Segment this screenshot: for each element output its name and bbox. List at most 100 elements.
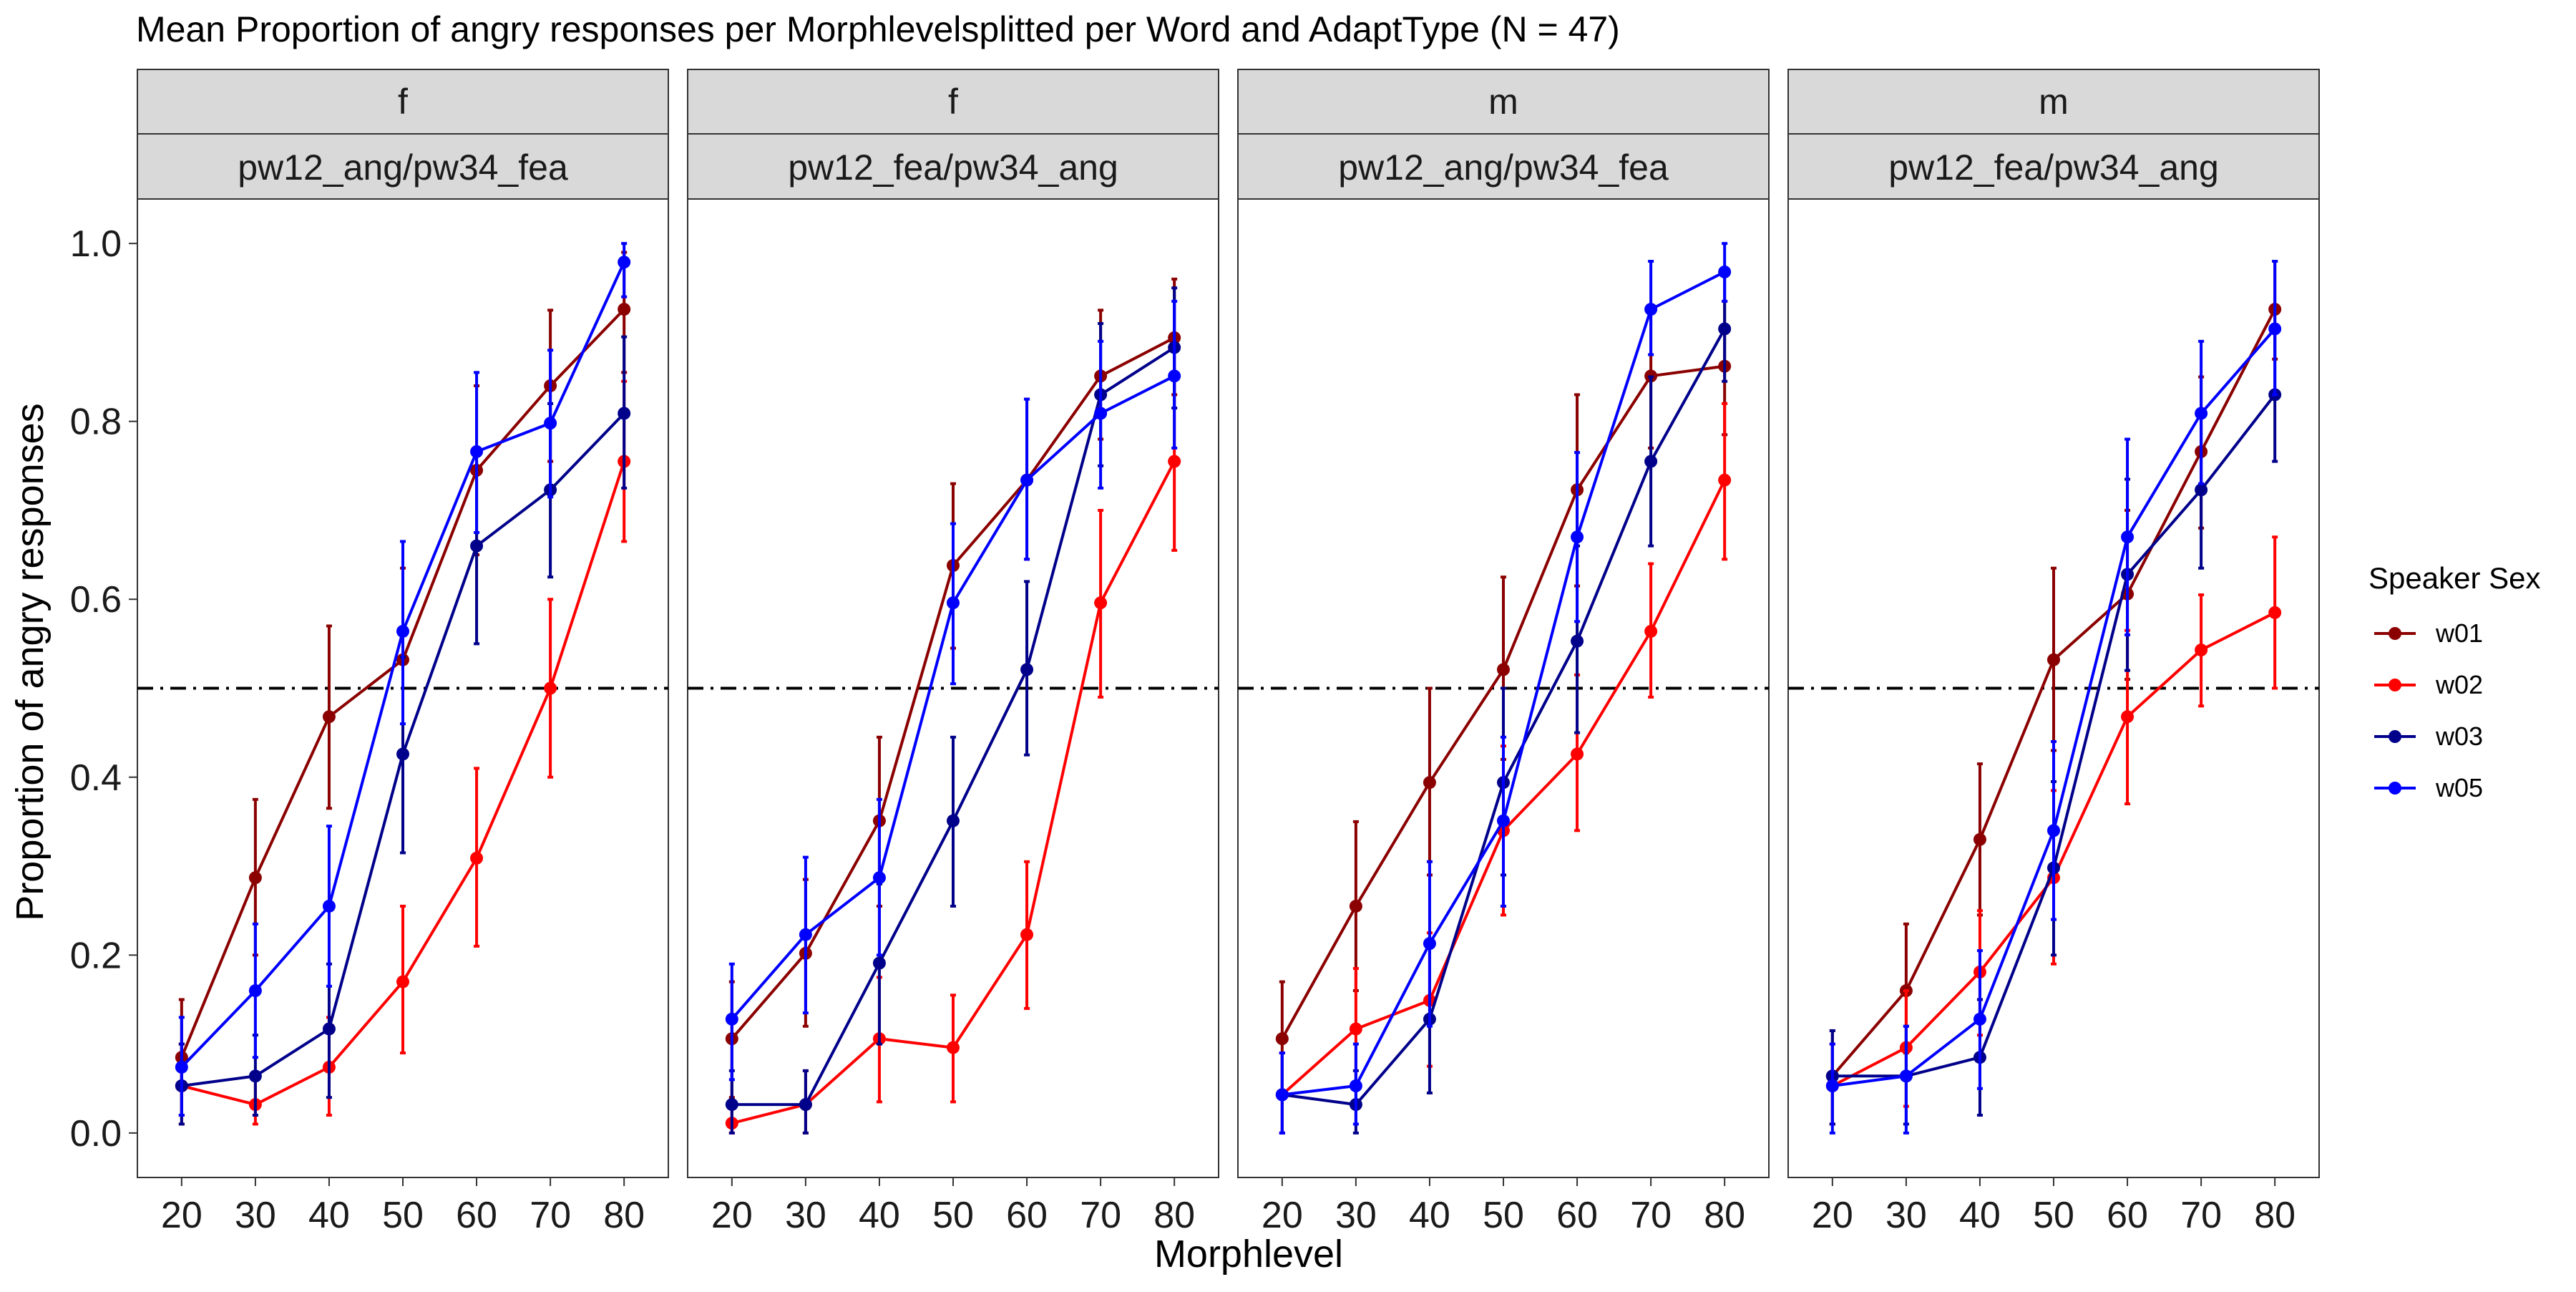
data-point [322,899,336,913]
data-point [1718,322,1732,336]
data-point [248,1069,262,1083]
facet-strip-top-label: m [2039,82,2069,122]
data-point [1275,1032,1289,1046]
data-point [1275,1088,1289,1102]
data-point [248,871,262,885]
facet-strip-top [1787,69,2320,135]
data-point [1973,832,1986,846]
data-point [2268,606,2282,619]
x-tick-label: 60 [456,1195,497,1236]
data-point [1094,407,1108,420]
x-tick-label: 20 [711,1195,753,1236]
data-point [1644,624,1658,638]
data-point [2195,483,2208,497]
data-point [470,445,484,458]
data-point [1020,663,1034,676]
legend-key-point [2389,782,2401,795]
facet-panel-3: m pw12_ang/pw34_fea 20 30 40 50 60 70 80 [1237,69,1770,1236]
legend-title: Speaker Sex [2368,561,2540,595]
data-point [1718,473,1732,487]
data-point [544,681,557,695]
data-point [2195,407,2208,420]
data-point [1571,747,1584,761]
x-tick-label: 80 [1704,1195,1745,1236]
data-point [1020,473,1034,487]
data-point [947,814,960,827]
data-point [2121,530,2135,544]
legend-key-point [2389,627,2401,640]
data-point [1423,776,1436,790]
data-point [1094,596,1108,610]
x-tick-label: 30 [785,1195,826,1236]
series-w05 [1275,242,1732,1135]
x-tick-label: 80 [603,1195,645,1236]
x-tick-label: 50 [2033,1195,2074,1236]
x-tick-label: 50 [382,1195,424,1236]
legend-entry-w05: w05 [2374,773,2483,802]
x-tick-label: 80 [1153,1195,1195,1236]
data-point [799,928,812,941]
facet-strip-bottom [137,133,669,200]
y-tick-label: 0.0 [70,1113,122,1155]
x-tick-label: 70 [530,1195,571,1236]
data-point [1497,814,1510,827]
y-axis: 0.0 0.2 0.4 0.6 0.8 1.0 [70,223,137,1155]
facet-strip-bottom-label: pw12_fea/pw34_ang [788,147,1118,188]
data-point [1973,1012,1986,1026]
data-point [2195,643,2208,657]
x-tick-label: 70 [1630,1195,1672,1236]
data-point [1497,663,1510,676]
data-point [618,256,631,269]
facet-strip-bottom-label: pw12_fea/pw34_ang [1888,147,2219,188]
data-point [396,624,409,638]
legend-entry-w01: w01 [2374,618,2483,648]
y-tick-label: 0.2 [70,935,122,976]
facet-strip-top-label: m [1488,82,1518,122]
facet-panels: f pw12_ang/pw34_fea 20 30 40 50 60 70 80 f pw12_fe… [137,69,2320,1236]
legend-entry-w03: w03 [2374,722,2483,751]
x-tick-label: 40 [1959,1195,2001,1236]
legend: Speaker Sex w01 w02 w03 w05 [2368,561,2540,802]
y-axis-label: Proportion of angry responses [9,403,52,921]
x-tick-label: 30 [235,1195,276,1236]
y-tick-label: 0.8 [70,402,122,443]
chart-title: Mean Proportion of angry responses per M… [136,9,1620,49]
series-w05 [725,299,1181,1082]
x-tick-label: 60 [1006,1195,1048,1236]
y-tick-label: 0.6 [70,579,122,621]
data-point [1571,530,1584,544]
data-point [248,984,262,998]
facet-strip-bottom-label: pw12_ang/pw34_fea [238,147,568,188]
legend-label: w03 [2435,722,2483,751]
facet-strip-top [1237,69,1770,135]
x-tick-label: 40 [308,1195,350,1236]
facet-strip-bottom [687,133,1219,200]
legend-label: w02 [2435,670,2483,699]
x-tick-label: 30 [1885,1195,1927,1236]
facet-strip-top [137,69,669,135]
x-tick-label: 20 [1812,1195,1853,1236]
data-point [872,956,886,970]
data-point [1718,265,1732,278]
facet-panel-1: f pw12_ang/pw34_fea 20 30 40 50 60 70 80 [137,69,669,1236]
x-tick-label: 70 [2180,1195,2222,1236]
x-tick-label: 30 [1335,1195,1377,1236]
data-point [799,1098,812,1112]
data-point [1020,928,1034,941]
data-point [1644,455,1658,468]
data-point [2268,322,2282,336]
x-tick-label: 60 [2107,1195,2148,1236]
data-point [396,975,409,989]
facet-panel-4: m pw12_fea/pw34_ang 20 30 40 50 60 70 80 [1787,69,2320,1236]
x-tick-label: 20 [161,1195,203,1236]
data-point [1423,937,1436,951]
x-tick-label: 50 [932,1195,974,1236]
data-point [1644,303,1658,316]
data-point [872,871,886,885]
x-axis-label: Morphlevel [1154,1233,1343,1276]
x-tick-label: 20 [1262,1195,1303,1236]
data-point [1571,634,1584,648]
data-point [175,1060,188,1074]
x-tick-label: 50 [1483,1195,1524,1236]
